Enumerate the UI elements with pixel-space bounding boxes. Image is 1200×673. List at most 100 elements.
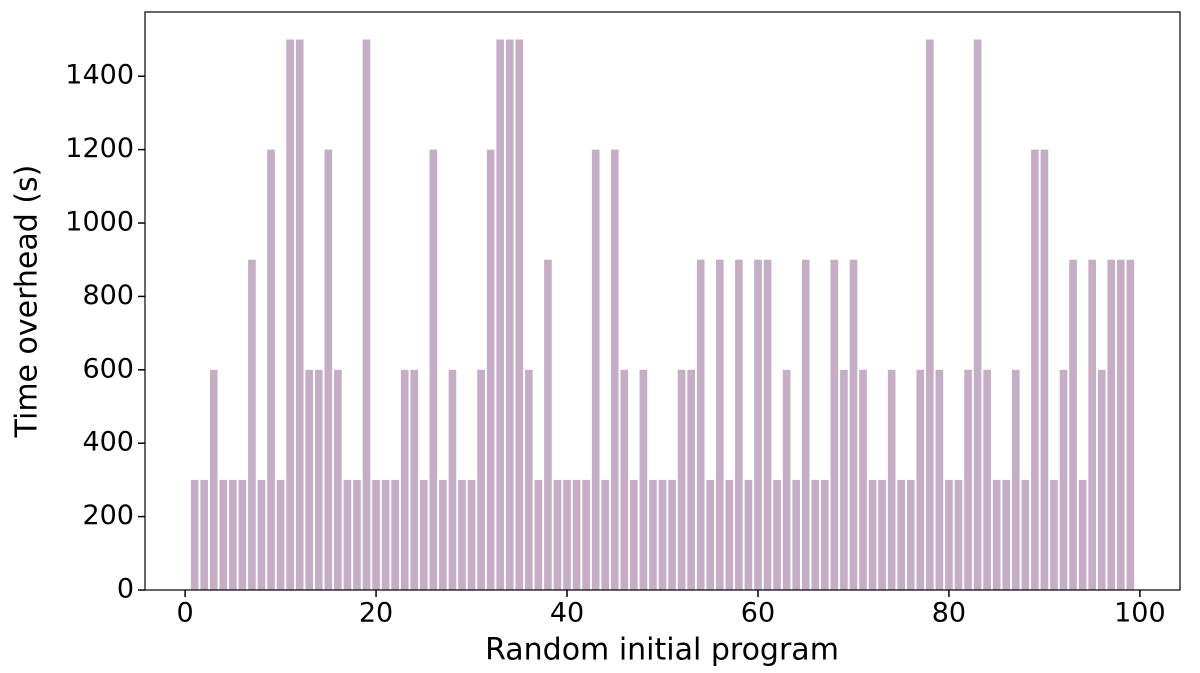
bar	[668, 479, 676, 590]
bar	[400, 369, 409, 590]
bar	[286, 39, 294, 591]
bar	[553, 479, 562, 590]
bar	[1021, 479, 1030, 590]
bar	[419, 479, 428, 590]
y-tick-label: 1400	[65, 60, 134, 91]
bar	[496, 39, 505, 591]
bar	[334, 369, 342, 590]
bar	[200, 479, 209, 590]
bar	[811, 479, 820, 590]
bar	[792, 479, 800, 590]
bar	[935, 369, 944, 590]
bar	[696, 259, 705, 590]
bar	[372, 479, 380, 590]
y-tick-label: 400	[82, 427, 134, 458]
bar	[219, 479, 228, 590]
bar	[954, 479, 963, 590]
bar	[591, 149, 600, 590]
bar	[649, 479, 657, 590]
bar	[458, 479, 466, 590]
bar	[1097, 369, 1106, 590]
bar	[926, 39, 934, 591]
bar	[610, 149, 619, 590]
bar	[1069, 259, 1077, 590]
bar	[362, 39, 371, 591]
bar	[620, 369, 629, 590]
bar	[1011, 369, 1020, 590]
bar	[677, 369, 686, 590]
bar	[887, 369, 896, 590]
x-tick-label: 80	[932, 598, 966, 629]
bar	[964, 369, 972, 590]
plot-frame	[144, 11, 1181, 591]
x-tick-label: 0	[177, 598, 194, 629]
bar	[477, 369, 485, 590]
bar	[1107, 259, 1116, 590]
bar	[534, 479, 543, 590]
y-tick-label: 800	[82, 280, 134, 311]
bar	[314, 369, 323, 590]
bar	[906, 479, 915, 590]
bar	[1040, 149, 1049, 590]
bar	[381, 479, 390, 590]
bar	[763, 259, 772, 590]
x-tick-label: 100	[1114, 598, 1166, 629]
bar	[1050, 479, 1058, 590]
bar	[992, 479, 1001, 590]
bar	[754, 259, 762, 590]
bar	[840, 369, 848, 590]
bar	[849, 259, 858, 590]
bar	[1031, 149, 1039, 590]
bar	[276, 479, 285, 590]
x-tick-label: 40	[550, 598, 584, 629]
bar	[486, 149, 495, 590]
bar	[525, 369, 533, 590]
bar	[639, 369, 648, 590]
bar	[715, 259, 724, 590]
x-axis-label: Random initial program	[485, 633, 839, 668]
bar	[725, 479, 734, 590]
bar	[190, 479, 199, 590]
bar	[257, 479, 266, 590]
bar	[601, 479, 610, 590]
y-tick-label: 200	[82, 500, 134, 531]
bar	[916, 369, 925, 590]
x-tick-label: 60	[741, 598, 775, 629]
y-tick-label: 1200	[65, 133, 134, 164]
bar	[467, 479, 476, 590]
bar	[343, 479, 352, 590]
y-tick-label: 1000	[65, 207, 134, 238]
bar	[353, 479, 361, 590]
x-tick-label: 20	[359, 598, 393, 629]
bar	[544, 259, 552, 590]
bar	[267, 149, 275, 590]
bar	[1078, 479, 1087, 590]
bar	[238, 479, 247, 590]
bar	[801, 259, 810, 590]
bar	[1116, 259, 1125, 590]
bar	[410, 369, 419, 590]
y-axis-label: Time overhead (s)	[10, 165, 45, 439]
bar	[248, 259, 256, 590]
bar	[658, 479, 667, 590]
bar	[868, 479, 877, 590]
bar	[563, 479, 571, 590]
bar	[1088, 259, 1096, 590]
bar	[773, 479, 781, 590]
bar	[630, 479, 638, 590]
y-tick-label: 600	[82, 353, 134, 384]
bar	[897, 479, 906, 590]
bar	[429, 149, 438, 590]
bar	[391, 479, 399, 590]
bar	[324, 149, 333, 590]
bar	[735, 259, 743, 590]
bar	[973, 39, 982, 591]
bar	[439, 479, 447, 590]
bar	[505, 39, 514, 591]
bar	[820, 479, 829, 590]
bar	[1002, 479, 1011, 590]
bar	[582, 479, 590, 590]
bar	[515, 39, 524, 591]
bar	[859, 369, 867, 590]
